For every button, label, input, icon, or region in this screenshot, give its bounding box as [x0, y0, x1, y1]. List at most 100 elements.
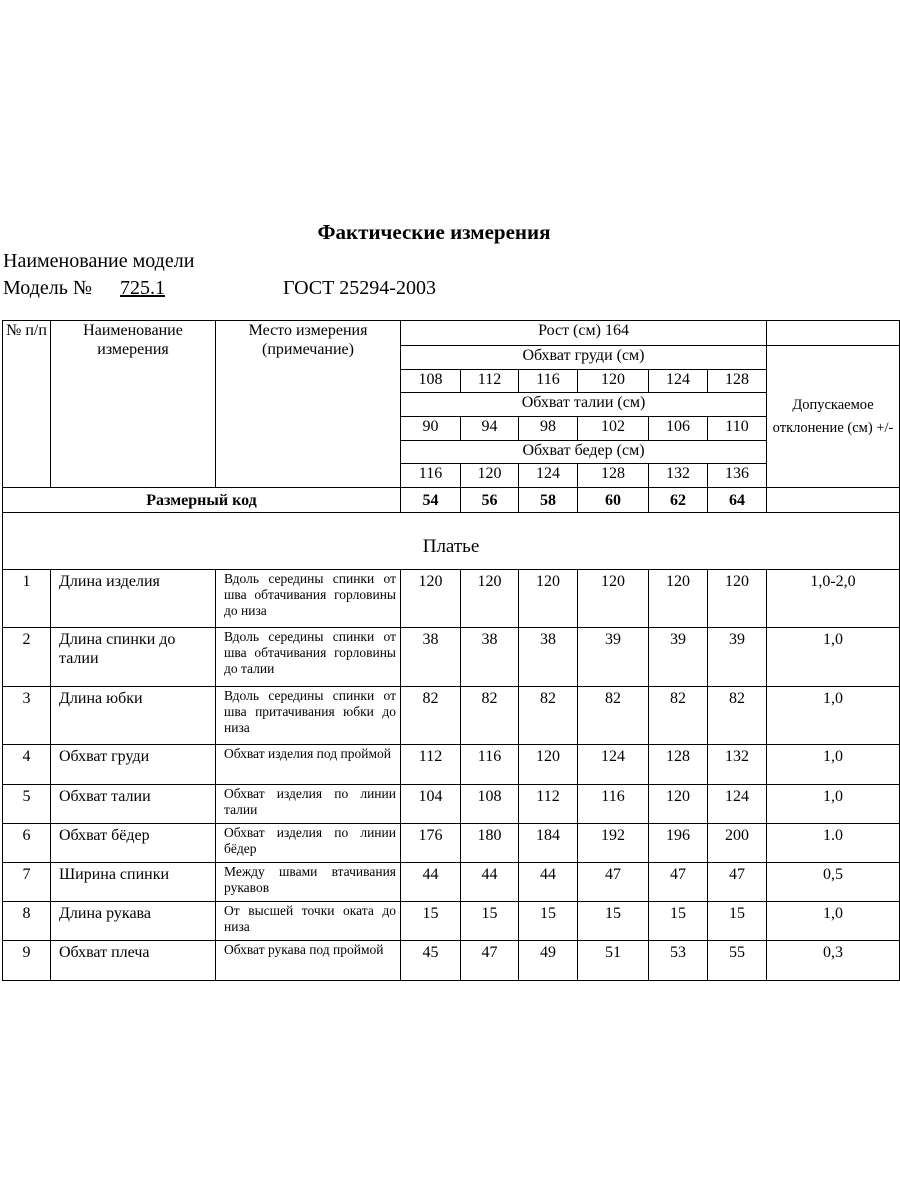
measurement-name: Длина изделия: [50, 569, 216, 628]
hips-value: 128: [577, 463, 649, 488]
chest-value: 108: [400, 369, 461, 393]
tolerance-value: 0,3: [766, 940, 900, 981]
size-code: 56: [460, 487, 519, 513]
table-row: 1 Длина изделия Вдоль середины спинки от ш…: [2, 569, 900, 628]
measurement-value: 15: [460, 901, 519, 941]
hips-value: 124: [518, 463, 578, 488]
chest-value: 120: [577, 369, 649, 393]
hips-value: 116: [400, 463, 461, 488]
measurement-value: 120: [707, 569, 767, 628]
document-title: Фактические измерения: [317, 220, 551, 244]
measurements-table: № п/п Наименование измерения Место измер…: [2, 320, 900, 981]
header-tolerance: Допускаемое отклонение (см) +/-: [766, 345, 900, 488]
waist-value: 106: [648, 416, 708, 441]
measurement-value: 128: [648, 744, 708, 785]
measurement-value: 104: [400, 784, 461, 824]
measurement-place: Обхват изделия по линии талии: [215, 784, 401, 824]
row-number: 6: [2, 823, 51, 863]
header-waist: Обхват талии (см): [400, 392, 767, 417]
measurement-value: 47: [460, 940, 519, 981]
row-number: 7: [2, 862, 51, 902]
measurement-value: 51: [577, 940, 649, 981]
measurement-value: 120: [518, 744, 578, 785]
size-code: 64: [707, 487, 767, 513]
tolerance-value: 1.0: [766, 823, 900, 863]
table-row: 7 Ширина спинки Между швами втачивания рук…: [2, 862, 900, 902]
measurement-place: Между швами втачивания рукавов: [215, 862, 401, 902]
waist-value: 94: [460, 416, 519, 441]
measurement-place: Обхват изделия под проймой: [215, 744, 401, 785]
measurement-place: Обхват изделия по линии бёдер: [215, 823, 401, 863]
measurement-value: 108: [460, 784, 519, 824]
waist-value: 90: [400, 416, 461, 441]
measurement-value: 39: [707, 627, 767, 687]
measurement-name: Длина спинки до талии: [50, 627, 216, 687]
model-number-line: Модель № 725.1 ГОСТ 25294-2003: [3, 277, 436, 300]
measurement-name: Обхват груди: [50, 744, 216, 785]
chest-value: 112: [460, 369, 519, 393]
measurement-name: Обхват талии: [50, 784, 216, 824]
measurement-value: 120: [648, 784, 708, 824]
measurement-name: Обхват плеча: [50, 940, 216, 981]
hips-value: 136: [707, 463, 767, 488]
measurement-value: 15: [648, 901, 708, 941]
measurement-value: 15: [400, 901, 461, 941]
measurement-value: 55: [707, 940, 767, 981]
measurement-value: 82: [460, 686, 519, 745]
measurement-value: 44: [400, 862, 461, 902]
measurement-value: 38: [400, 627, 461, 687]
measurement-value: 120: [648, 569, 708, 628]
measurement-name: Длина рукава: [50, 901, 216, 941]
row-number: 1: [2, 569, 51, 628]
row-number: 4: [2, 744, 51, 785]
table-row: 5 Обхват талии Обхват изделия по линии тал…: [2, 784, 900, 824]
measurement-value: 39: [577, 627, 649, 687]
table-row: 6 Обхват бёдер Обхват изделия по линии бёд…: [2, 823, 900, 863]
table-row: 2 Длина спинки до талии Вдоль середины спи…: [2, 627, 900, 687]
tolerance-value: 1,0: [766, 901, 900, 941]
row-number: 5: [2, 784, 51, 824]
measurement-value: 112: [518, 784, 578, 824]
tolerance-value: 1,0: [766, 784, 900, 824]
measurement-name: Обхват бёдер: [50, 823, 216, 863]
table-row: 4 Обхват груди Обхват изделия под проймой 1…: [2, 744, 900, 785]
row-number: 8: [2, 901, 51, 941]
measurement-place: Вдоль середины спинки от шва обтачивания…: [215, 569, 401, 628]
measurement-value: 82: [518, 686, 578, 745]
measurement-value: 47: [707, 862, 767, 902]
measurement-value: 15: [707, 901, 767, 941]
header-place: Место измерения (примечание): [215, 320, 401, 488]
measurement-value: 82: [707, 686, 767, 745]
hips-value: 132: [648, 463, 708, 488]
measurement-value: 45: [400, 940, 461, 981]
size-code: 58: [518, 487, 578, 513]
measurement-value: 184: [518, 823, 578, 863]
measurement-value: 82: [400, 686, 461, 745]
row-number: 9: [2, 940, 51, 981]
waist-value: 102: [577, 416, 649, 441]
size-code: 54: [400, 487, 461, 513]
measurement-value: 192: [577, 823, 649, 863]
measurement-value: 116: [460, 744, 519, 785]
measurement-value: 38: [460, 627, 519, 687]
measurement-value: 124: [707, 784, 767, 824]
header-num: № п/п: [2, 320, 51, 488]
tolerance-value: 1,0-2,0: [766, 569, 900, 628]
size-code: 62: [648, 487, 708, 513]
measurement-value: 44: [518, 862, 578, 902]
row-number: 2: [2, 627, 51, 687]
tolerance-value: 1,0: [766, 744, 900, 785]
measurement-place: Обхват рукава под проймой: [215, 940, 401, 981]
measurement-value: 82: [577, 686, 649, 745]
chest-value: 124: [648, 369, 708, 393]
table-row: 3 Длина юбки Вдоль середины спинки от шва …: [2, 686, 900, 745]
measurement-value: 120: [400, 569, 461, 628]
tolerance-value: 1,0: [766, 627, 900, 687]
measurement-value: 49: [518, 940, 578, 981]
measurement-value: 132: [707, 744, 767, 785]
size-code: 60: [577, 487, 649, 513]
measurement-value: 47: [577, 862, 649, 902]
measurement-value: 124: [577, 744, 649, 785]
measurement-value: 47: [648, 862, 708, 902]
size-code-label: Размерный код: [2, 487, 401, 513]
